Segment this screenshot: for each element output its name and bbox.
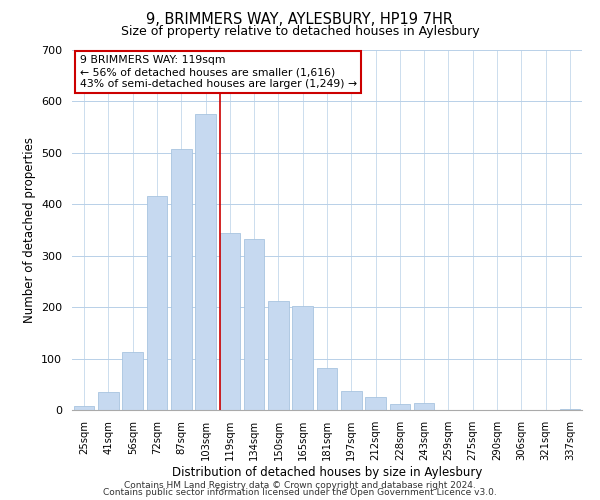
Text: Size of property relative to detached houses in Aylesbury: Size of property relative to detached ho… [121,25,479,38]
Bar [122,352,143,410]
Bar [365,396,386,410]
Text: 9 BRIMMERS WAY: 119sqm
← 56% of detached houses are smaller (1,616)
43% of semi-: 9 BRIMMERS WAY: 119sqm ← 56% of detached… [80,56,357,88]
Bar [195,114,216,410]
Bar [560,409,580,410]
Bar [220,232,240,410]
Bar [268,301,289,410]
Bar [389,404,410,410]
Bar [341,391,362,410]
Text: 9, BRIMMERS WAY, AYLESBURY, HP19 7HR: 9, BRIMMERS WAY, AYLESBURY, HP19 7HR [146,12,454,28]
Y-axis label: Number of detached properties: Number of detached properties [23,137,35,323]
Text: Contains public sector information licensed under the Open Government Licence v3: Contains public sector information licen… [103,488,497,497]
Bar [171,148,191,410]
Bar [74,406,94,410]
Bar [98,392,119,410]
Bar [146,196,167,410]
Bar [414,404,434,410]
Text: Contains HM Land Registry data © Crown copyright and database right 2024.: Contains HM Land Registry data © Crown c… [124,480,476,490]
X-axis label: Distribution of detached houses by size in Aylesbury: Distribution of detached houses by size … [172,466,482,478]
Bar [244,238,265,410]
Bar [292,306,313,410]
Bar [317,368,337,410]
